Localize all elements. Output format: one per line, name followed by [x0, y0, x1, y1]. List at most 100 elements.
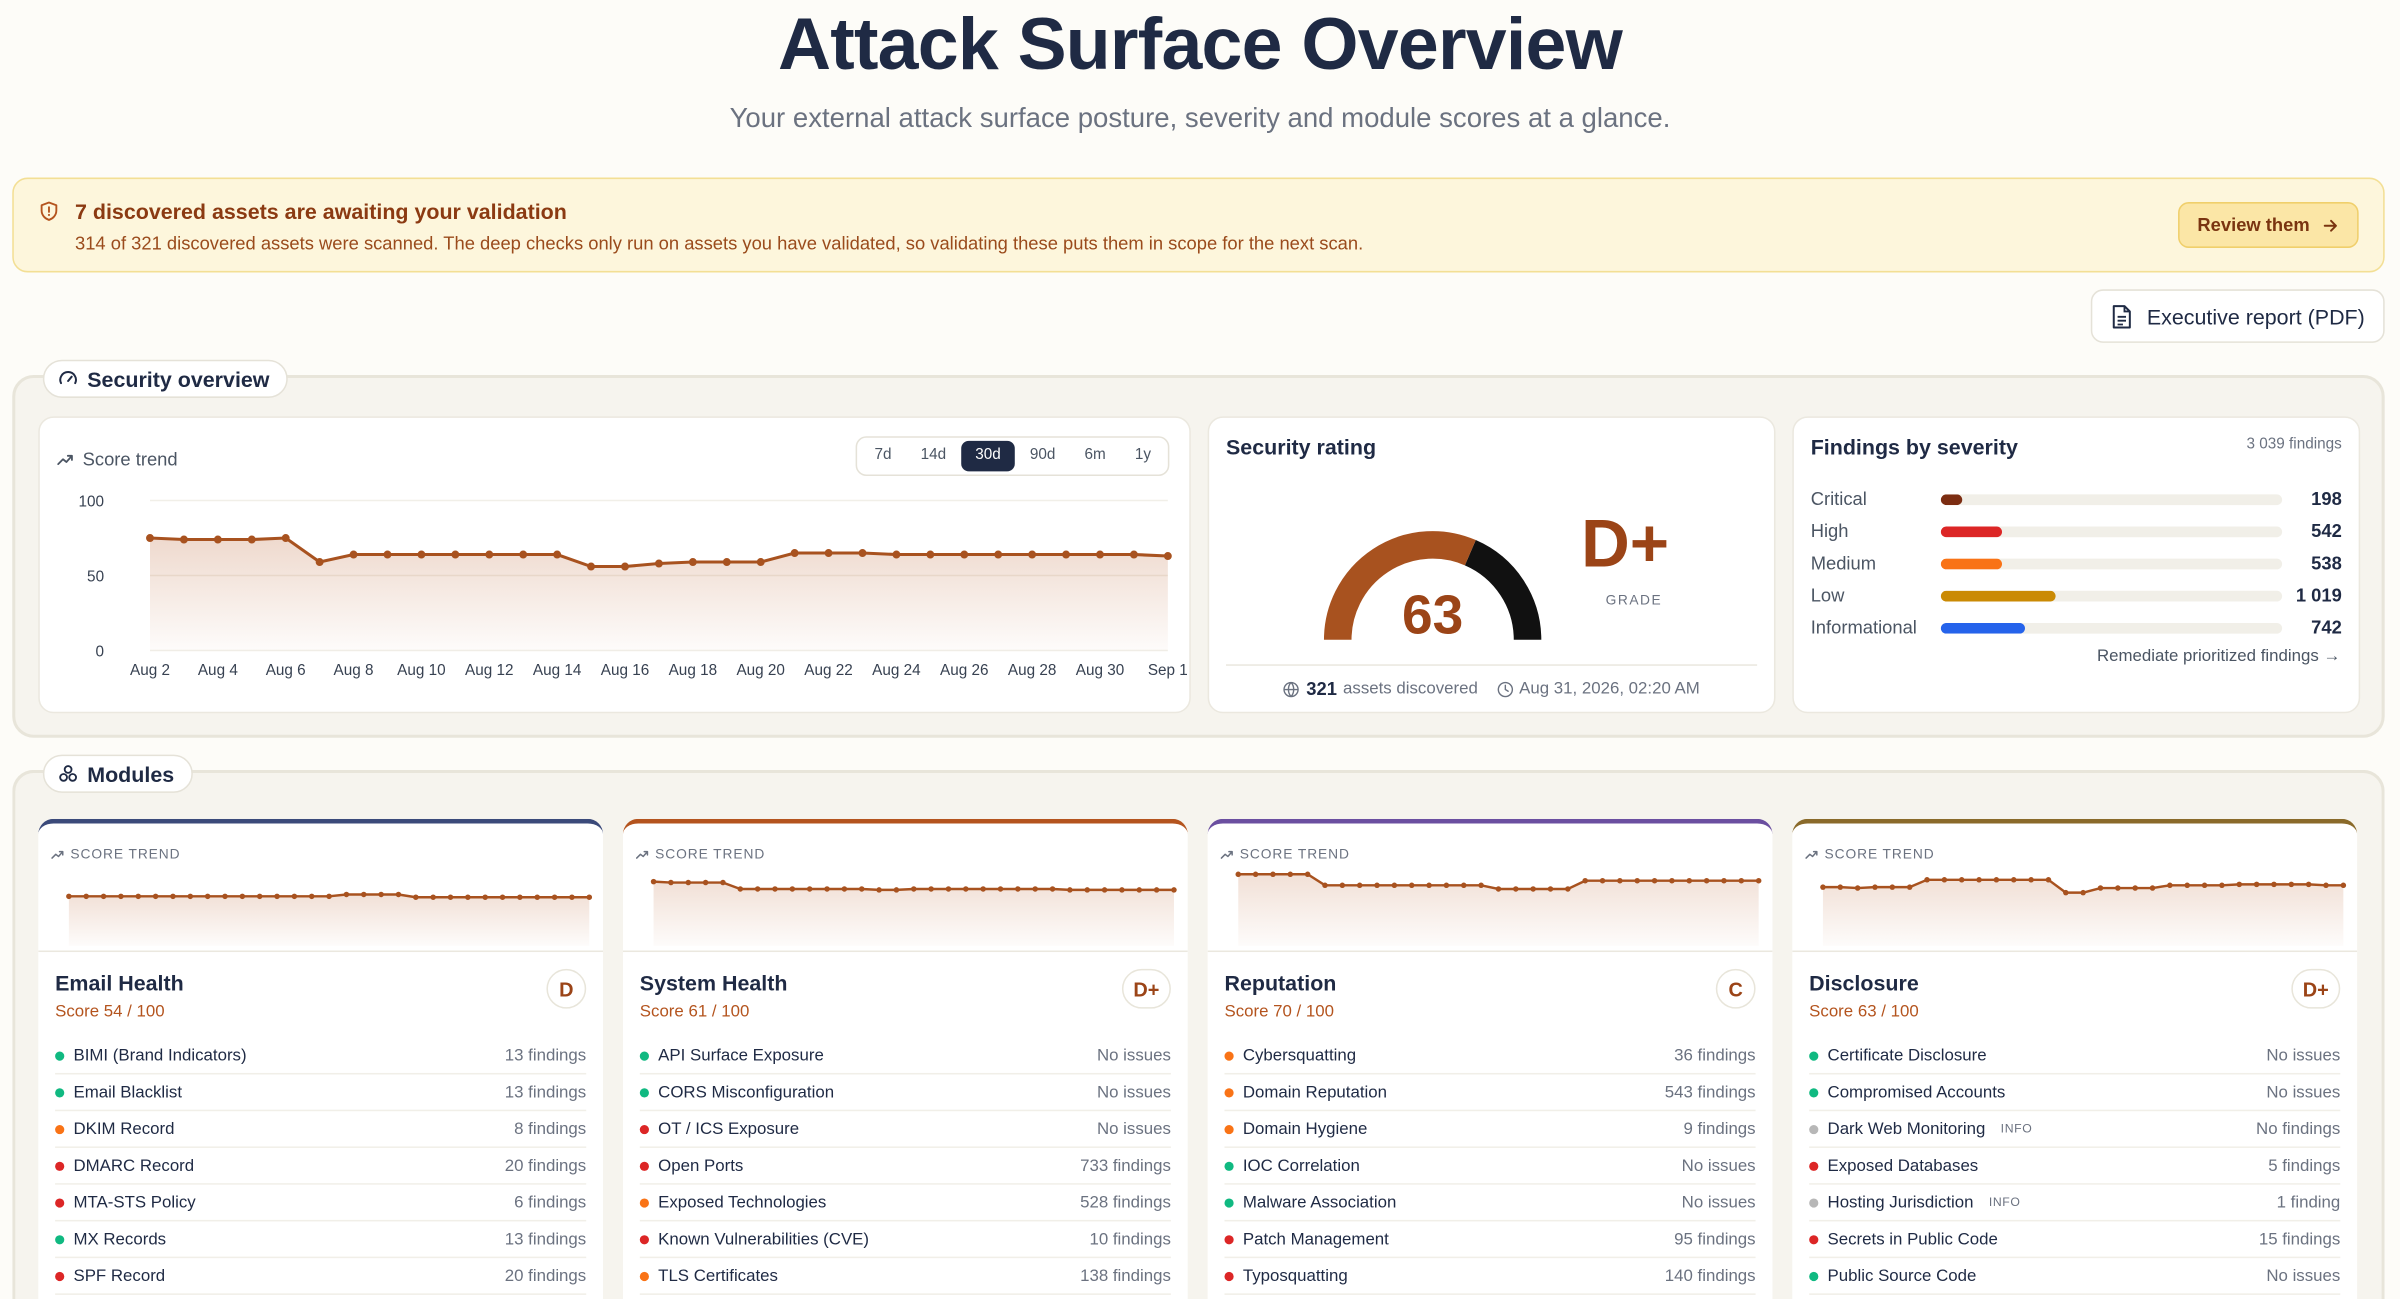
range-tab-30d[interactable]: 30d [961, 440, 1015, 472]
score-point [1062, 550, 1071, 559]
module-check-item[interactable]: Malware Association No issues [1224, 1185, 1756, 1222]
module-trend-point [911, 886, 917, 892]
score-point [281, 534, 290, 542]
module-check-item[interactable]: Domain Hygiene 9 findings [1224, 1111, 1756, 1148]
score-point [621, 562, 629, 571]
module-card-reputation[interactable]: SCORE TREND Reputation Score 70 / 100 C Cybe… [1207, 818, 1773, 1299]
module-trend-point [66, 893, 72, 900]
module-check-item[interactable]: MTA-STS Policy 6 findings [55, 1185, 586, 1222]
module-check-item[interactable]: MX Records 13 findings [55, 1221, 586, 1259]
module-check-item[interactable]: API Surface Exposure No issues [639, 1038, 1171, 1075]
module-check-item[interactable]: Cybersquatting 36 findings [1224, 1038, 1756, 1075]
security-rating-title: Security rating [1226, 434, 1377, 460]
module-check-item[interactable]: Known Vulnerabilities (CVE) 10 findings [639, 1221, 1171, 1259]
module-trend: SCORE TREND [1207, 823, 1773, 953]
module-trend-point [465, 894, 471, 900]
module-check-item[interactable]: Visitor LogsNo issues [1809, 1295, 2340, 1299]
module-check-item[interactable]: TLS Reporting (TLS-RPT)10 findings [55, 1295, 586, 1299]
check-name: Exposed Technologies [658, 1193, 827, 1212]
status-dot [1224, 1050, 1234, 1060]
score-point [553, 550, 562, 559]
module-check-item[interactable]: Typosquatting 140 findings [1224, 1258, 1756, 1295]
score-point [1028, 550, 1037, 559]
modules-label: Modules [42, 754, 193, 793]
module-check-item[interactable]: Patch Management 95 findings [1224, 1221, 1756, 1259]
module-check-item[interactable]: BIMI (Brand Indicators) 13 findings [55, 1038, 586, 1075]
module-card-system-health[interactable]: SCORE TREND System Health Score 61 / 100 D+… [622, 818, 1188, 1299]
module-trend-point [1495, 886, 1502, 892]
module-check-item[interactable]: CORS Misconfiguration No issues [639, 1074, 1171, 1112]
findings-total: 3 039 findings [2246, 436, 2342, 454]
module-trend-point [876, 887, 882, 893]
range-tab-14d[interactable]: 14d [920, 446, 947, 464]
module-trend-point [378, 891, 384, 898]
alert-title: 7 discovered assets are awaiting your va… [74, 198, 567, 224]
range-tab-1y[interactable]: 1y [1134, 446, 1152, 464]
check-name: MTA-STS Policy [73, 1193, 196, 1212]
module-card-disclosure[interactable]: SCORE TREND Disclosure Score 63 / 100 D+ Cer… [1792, 818, 2358, 1299]
module-check-item[interactable]: DMARC Record 20 findings [55, 1148, 586, 1185]
module-trend-point [256, 893, 263, 900]
module-trend-point [702, 879, 709, 886]
range-tab-6m[interactable]: 6m [1084, 446, 1106, 464]
module-trend-point [1235, 871, 1242, 878]
module-trend-point [2045, 877, 2052, 883]
trend-up-icon [1220, 850, 1233, 859]
module-trend-point [1669, 877, 1675, 884]
module-check-item[interactable]: Public Source Code No issues [1809, 1258, 2341, 1295]
status-dot [55, 1234, 65, 1244]
module-check-item[interactable]: Dark Web Monitoring INFO No findings [1809, 1111, 2341, 1148]
module-check-list: Certificate Disclosure No issues Compromis… [1809, 1038, 2341, 1299]
range-tab-7d[interactable]: 7d [874, 446, 892, 464]
review-button[interactable]: Review them [2177, 202, 2359, 248]
module-check-item[interactable]: Domain Reputation 543 findings [1224, 1074, 1756, 1112]
module-trend-point [1958, 877, 1965, 883]
module-check-item[interactable]: Email Blacklist 13 findings [55, 1074, 586, 1112]
severity-row-medium: Medium 538 [1811, 551, 2342, 575]
trend-up-icon [57, 454, 73, 465]
module-trend-point [1084, 887, 1090, 893]
module-trend-point [2097, 885, 2104, 891]
module-check-item[interactable]: Certificate Disclosure No issues [1809, 1038, 2341, 1075]
check-value: 543 findings [1664, 1082, 1756, 1102]
executive-report-button[interactable]: Executive report (PDF) [2090, 289, 2385, 343]
check-value: No issues [2266, 1046, 2341, 1065]
status-dot [1809, 1234, 1819, 1244]
score-point [960, 550, 969, 559]
module-check-item[interactable]: Exposed Databases 5 findings [1809, 1148, 2341, 1185]
module-trend-area [68, 894, 590, 946]
module-check-item[interactable]: Secrets in Public Code 15 findings [1809, 1221, 2341, 1259]
module-check-item[interactable]: Hosting Jurisdiction INFO 1 finding [1809, 1185, 2341, 1222]
score-point [451, 550, 460, 559]
module-check-item[interactable]: DKIM Record 8 findings [55, 1111, 586, 1148]
severity-bar-track [1940, 525, 2283, 537]
module-trend-point [1032, 886, 1038, 892]
module-trend-point [1356, 882, 1363, 889]
status-dot [639, 1050, 649, 1060]
severity-name: Informational [1810, 616, 1917, 639]
score-trend-label: Score trend [82, 448, 178, 470]
page-subtitle: Your external attack surface posture, se… [729, 102, 1671, 134]
x-tick-label: Aug 16 [601, 662, 649, 679]
module-check-list: API Surface Exposure No issues CORS Miscon… [639, 1038, 1171, 1299]
score-point [688, 558, 697, 566]
score-point [213, 535, 222, 544]
module-check-item[interactable]: SPF Record 20 findings [55, 1258, 586, 1295]
status-dot [55, 1087, 65, 1097]
module-trend-point [1049, 886, 1056, 892]
module-check-item[interactable]: Compromised Accounts No issues [1809, 1074, 2341, 1112]
remediate-link[interactable]: Remediate prioritized findings → [2096, 647, 2341, 666]
check-name: Secrets in Public Code [1827, 1229, 1998, 1249]
module-check-item[interactable]: IOC Correlation No issues [1224, 1148, 1756, 1185]
module-check-item[interactable]: Web Trust & Ranking1 finding [1224, 1295, 1755, 1299]
check-name: CORS Misconfiguration [658, 1082, 835, 1102]
module-check-item[interactable]: HTTP Security Headers215 findings [640, 1295, 1171, 1299]
findings-severity-title: Findings by severity [1810, 434, 2018, 460]
module-check-item[interactable]: OT / ICS Exposure No issues [639, 1111, 1171, 1148]
status-dot [1809, 1050, 1819, 1060]
range-tab-90d[interactable]: 90d [1029, 446, 1056, 464]
module-check-item[interactable]: TLS Certificates 138 findings [639, 1258, 1171, 1295]
module-card-email-health[interactable]: SCORE TREND Email Health Score 54 / 100 D BI… [38, 818, 604, 1299]
module-check-item[interactable]: Open Ports 733 findings [639, 1148, 1171, 1185]
module-check-item[interactable]: Exposed Technologies 528 findings [639, 1185, 1171, 1222]
